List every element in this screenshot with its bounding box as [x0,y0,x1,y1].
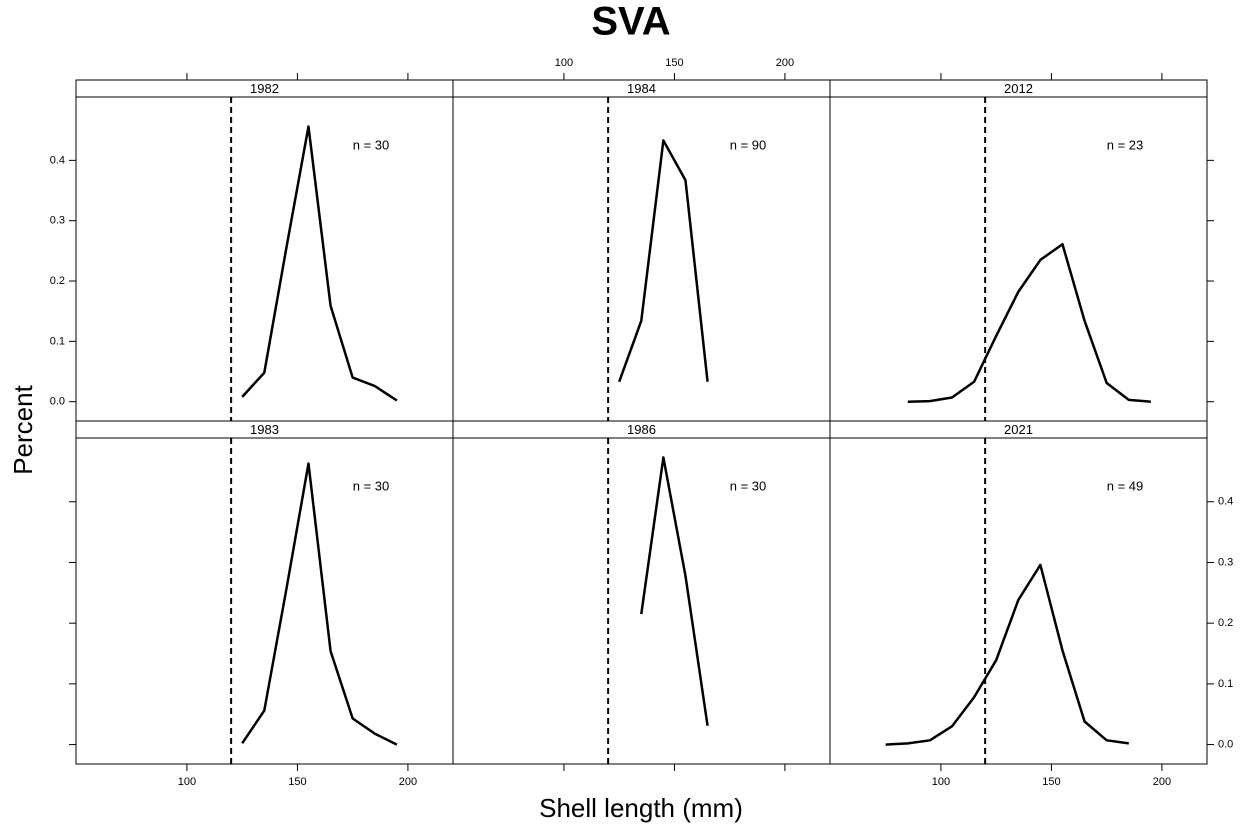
data-line [907,242,1151,403]
x-tick-label: 100 [932,776,950,788]
x-tick-label: 150 [288,776,306,788]
panel-frame [75,437,454,765]
panel-frame [829,437,1208,765]
annotation: n = 90 [730,137,767,152]
strip-label: 2012 [1004,81,1033,96]
x-tick-label: 150 [665,57,683,69]
y-tick-label: 0.2 [1218,617,1233,629]
annotation: n = 30 [730,478,767,493]
x-tick-label: 200 [776,57,794,69]
x-tick-label: 200 [399,776,417,788]
data-line [241,125,398,402]
strip-label: 1982 [250,81,279,96]
x-tick-label: 200 [1153,776,1171,788]
y-tick-label: 0.1 [1218,678,1233,690]
data-line [640,456,709,726]
y-tick-label: 0.1 [50,335,65,347]
strip-label: 2021 [1004,422,1033,437]
panel-frame [452,437,831,765]
panel-frame [452,96,831,422]
x-tick-label: 100 [178,776,196,788]
annotation: n = 30 [353,137,390,152]
strip-label: 1983 [250,422,279,437]
y-tick-label: 0.0 [1218,738,1233,750]
chart-title: SVA [591,0,670,44]
data-line [618,139,709,383]
panel-frame [829,96,1208,422]
x-tick-label: 100 [555,57,573,69]
y-tick-label: 0.4 [50,154,65,166]
y-tick-label: 0.4 [1218,496,1233,508]
strip-label: 1984 [627,81,656,96]
strip-label: 1986 [627,422,656,437]
y-tick-label: 0.0 [50,396,65,408]
y-tick-label: 0.2 [50,275,65,287]
y-axis-label: Percent [8,384,38,474]
annotation: n = 30 [353,478,390,493]
x-tick-label: 150 [1042,776,1060,788]
y-tick-label: 0.3 [1218,556,1233,568]
data-line [241,462,398,746]
data-line [885,563,1129,746]
x-axis-label: Shell length (mm) [539,793,743,823]
annotation: n = 49 [1107,478,1144,493]
annotation: n = 23 [1107,137,1144,152]
y-tick-label: 0.3 [50,215,65,227]
